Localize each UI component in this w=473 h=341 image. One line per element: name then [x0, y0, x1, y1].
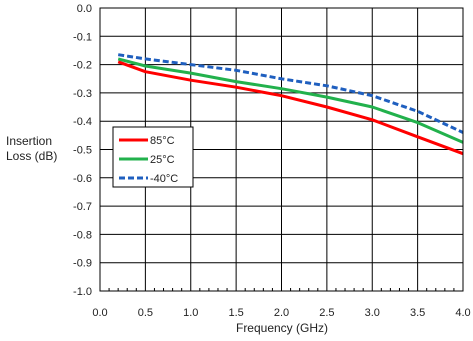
legend-box — [112, 126, 194, 188]
x-tick-label: 0.0 — [92, 307, 107, 319]
y-tick-labels: 0.0 -0.1 -0.2 -0.3 -0.4 -0.5 -0.6 -0.7 -0.8 -0.9 -… — [73, 3, 92, 298]
grid-lines — [99, 7, 464, 292]
y-tick-label: -0.8 — [73, 229, 92, 241]
y-tick-label: -0.3 — [73, 88, 92, 100]
y-tick-label: -0.2 — [73, 60, 92, 72]
y-tick-label: -1.0 — [73, 286, 92, 298]
x-tick-label: 2.0 — [274, 307, 289, 319]
y-axis-title-line-2: Loss (dB) — [6, 149, 57, 163]
series-layer — [117, 53, 464, 156]
series-line-2 — [117, 53, 464, 134]
y-tick-label: -0.7 — [73, 201, 92, 213]
y-tick-label: 0.0 — [77, 3, 92, 15]
x-tick-label: 1.0 — [183, 307, 198, 319]
x-tick-label: 1.5 — [228, 307, 243, 319]
legend-label-85c: 85°C — [150, 135, 175, 147]
plot-frame — [99, 7, 464, 292]
x-tick-labels: 0.0 0.5 1.0 1.5 2.0 2.5 3.0 3.5 4.0 — [92, 307, 470, 319]
y-axis-title-line-1: Insertion — [6, 134, 52, 148]
y-tick-label: -0.4 — [73, 116, 92, 128]
x-tick-label: 2.5 — [319, 307, 334, 319]
series-line-1 — [117, 57, 464, 144]
y-tick-label: -0.5 — [73, 145, 92, 157]
minor-ticks — [108, 288, 455, 291]
x-tick-label: 4.0 — [455, 307, 470, 319]
legend: 85°C 25°C -40°C — [112, 126, 194, 188]
y-tick-label: -0.1 — [73, 31, 92, 43]
x-tick-label: 3.0 — [365, 307, 380, 319]
legend-label-minus40c: -40°C — [150, 173, 178, 185]
x-tick-label: 3.5 — [410, 307, 425, 319]
series-line-0 — [117, 60, 464, 156]
y-tick-label: -0.6 — [73, 173, 92, 185]
x-axis-title: Frequency (GHz) — [236, 321, 328, 335]
y-tick-label: -0.9 — [73, 258, 92, 270]
legend-label-25c: 25°C — [150, 154, 175, 166]
x-tick-label: 0.5 — [138, 307, 153, 319]
